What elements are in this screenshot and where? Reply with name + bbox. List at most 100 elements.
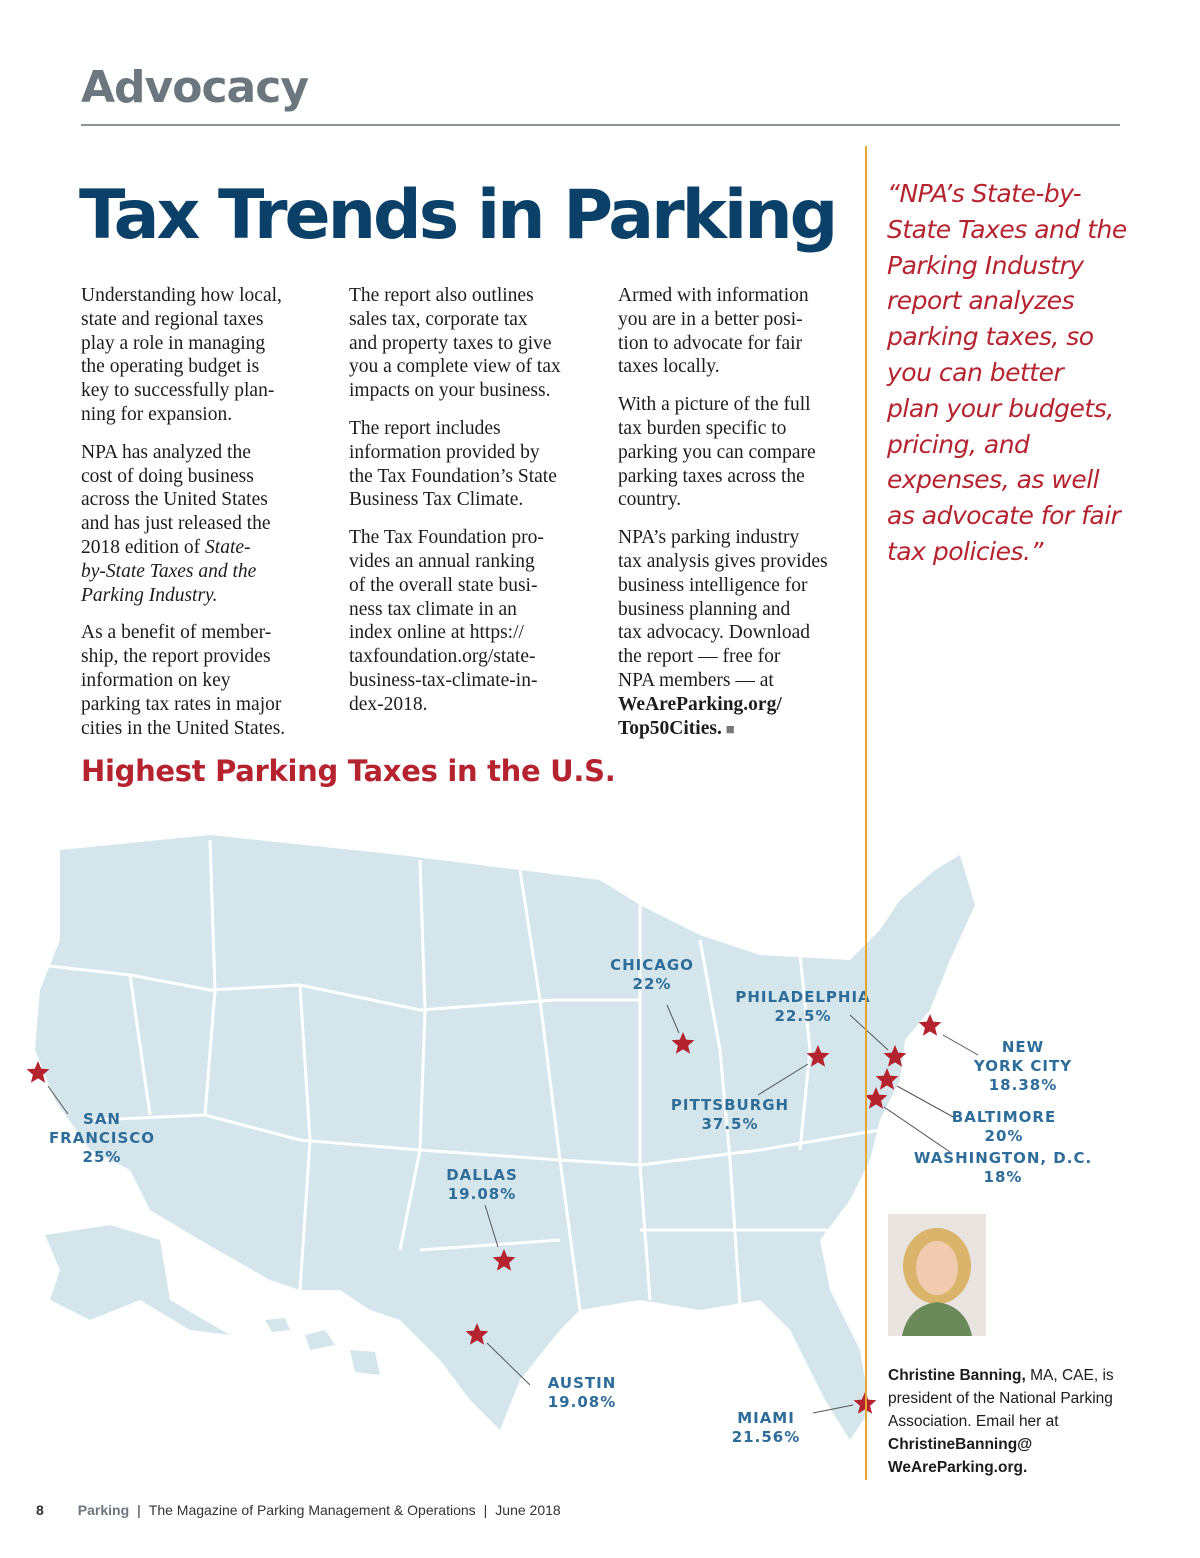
text-line: by-State Taxes and the (81, 560, 341, 584)
paragraph: Armed with information you are in a bette… (618, 284, 878, 379)
text-line: tion to advocate for fair (618, 332, 803, 354)
text-line: The Tax Foundation pro- (349, 527, 544, 549)
city-name: FRANCISCO (49, 1129, 155, 1147)
text-line: information on key (81, 669, 231, 691)
paragraph: As a benefit of member-ship, the report … (81, 621, 341, 740)
text-line: As a benefit of member- (81, 622, 272, 644)
text-line: report analyzes (887, 286, 1075, 316)
text-line: you can better (887, 357, 1064, 387)
text-line: The report includes (349, 417, 501, 439)
text-run: State- (205, 536, 251, 558)
text-line: parking tax rates in major (81, 693, 282, 715)
text-line: ness tax climate in an (349, 598, 517, 620)
photo (888, 1214, 986, 1336)
text-line: information provided by (349, 441, 540, 463)
text-line: Parking Industry (887, 250, 1084, 280)
text-line: parking taxes across the (618, 465, 805, 487)
text-line: tax policies.” (887, 536, 1043, 566)
text-line: you a complete view of tax (349, 356, 561, 378)
city-star (492, 1249, 516, 1271)
text-line: expenses, as well (887, 465, 1100, 495)
text-line: index online at https:// (349, 622, 524, 644)
city-name: WASHINGTON, D.C. (914, 1149, 1092, 1167)
text-line: business planning and (618, 598, 791, 620)
city-name: DALLAS (446, 1166, 518, 1184)
text-run: WeAreParking.org. (888, 1459, 1028, 1476)
text-run: Christine Banning, (888, 1367, 1026, 1384)
leader-line (812, 1404, 854, 1414)
text-run: Top50Cities. (618, 717, 722, 739)
divider (865, 146, 867, 1480)
page-number: 8 (36, 1502, 44, 1518)
text-line: cities in the United States. (81, 717, 286, 739)
text-line: the report — free for (618, 646, 781, 668)
city-rate: 20% (985, 1127, 1024, 1145)
city-name: MIAMI (737, 1409, 795, 1427)
text-line: vides an annual ranking (349, 550, 535, 572)
text-line: business-tax-climate-in- (349, 669, 538, 691)
text-line: WeAreParking.org/ (618, 693, 878, 717)
text-line: taxfoundation.org/state- (349, 646, 536, 668)
text-line: and has just released the (81, 513, 271, 535)
city-name: YORK CITY (973, 1057, 1072, 1075)
text-line: business intelligence for (618, 574, 808, 596)
text-line: pricing, and (887, 429, 1030, 459)
text-line: NPA members — at (618, 669, 774, 691)
paragraph: With a picture of the full tax burden spe… (618, 393, 878, 512)
text-line: With a picture of the full (618, 394, 811, 416)
city-name: SAN (83, 1110, 121, 1128)
city-rate: 21.56% (732, 1428, 800, 1446)
text-line: WeAreParking.org. (888, 1456, 1128, 1479)
date: June 2018 (495, 1502, 561, 1518)
leader-line (757, 1063, 809, 1096)
text-line: president of the National Parking (888, 1390, 1113, 1407)
city-name: PHILADELPHIA (735, 988, 870, 1006)
city-name: BALTIMORE (952, 1108, 1056, 1126)
paragraph: The Tax Foundation pro-vides an annual r… (349, 526, 609, 716)
city-star (918, 1014, 942, 1036)
text-line: of the overall state busi- (349, 574, 538, 596)
city-name: AUSTIN (548, 1374, 617, 1392)
text-line: across the United States (81, 489, 268, 511)
text-line: state and regional taxes (81, 308, 264, 330)
text-run: by-State Taxes and the (81, 560, 257, 582)
text-line: as advocate for fair (887, 501, 1121, 531)
city-name: PITTSBURGH (671, 1096, 789, 1114)
city-star (806, 1045, 830, 1067)
paragraph: NPA’s parking industry tax analysis gives… (618, 526, 878, 742)
city-star (671, 1032, 695, 1054)
text-run: MA, CAE, is (1025, 1367, 1114, 1384)
city-rate: 37.5% (701, 1115, 758, 1133)
leader-line (883, 1106, 951, 1153)
rule (81, 124, 1120, 126)
leader-line (896, 1085, 956, 1119)
text-line: and property taxes to give (349, 332, 552, 354)
text-line: Parking Industry. (81, 584, 341, 608)
text-line: you are in a better posi- (618, 308, 803, 330)
text-line: parking you can compare (618, 441, 816, 463)
text-line: NPA has analyzed the (81, 441, 251, 463)
text-line: Top50Cities. ■ (618, 717, 878, 743)
text-line: ChristineBanning@ (888, 1433, 1128, 1456)
column: Understanding how local, state and region… (81, 284, 341, 754)
text-run: WeAreParking.org/ (618, 693, 782, 715)
city-rate: 19.08% (448, 1185, 516, 1203)
text-line: ship, the report provides (81, 646, 271, 668)
column: Armed with information you are in a bette… (618, 284, 878, 756)
leader-line (849, 1014, 889, 1051)
text-run: Parking Industry. (81, 584, 218, 606)
leader-line (484, 1204, 499, 1248)
city-rate: 25% (83, 1148, 122, 1166)
text-line: the Tax Foundation’s State (349, 465, 557, 487)
text-line: Armed with information (618, 285, 809, 306)
city-rate: 18.38% (989, 1076, 1057, 1094)
text-line: sales tax, corporate tax (349, 308, 528, 330)
text-line: Business Tax Climate. (349, 489, 524, 511)
text-line: Understanding how local, (81, 285, 282, 306)
magazine: Parking (77, 1502, 130, 1518)
text-line: play a role in managing (81, 332, 266, 354)
title: Tax Trends in Parking (79, 176, 838, 255)
city-rate: 18% (984, 1168, 1023, 1186)
text-line: parking taxes, so (887, 322, 1094, 352)
